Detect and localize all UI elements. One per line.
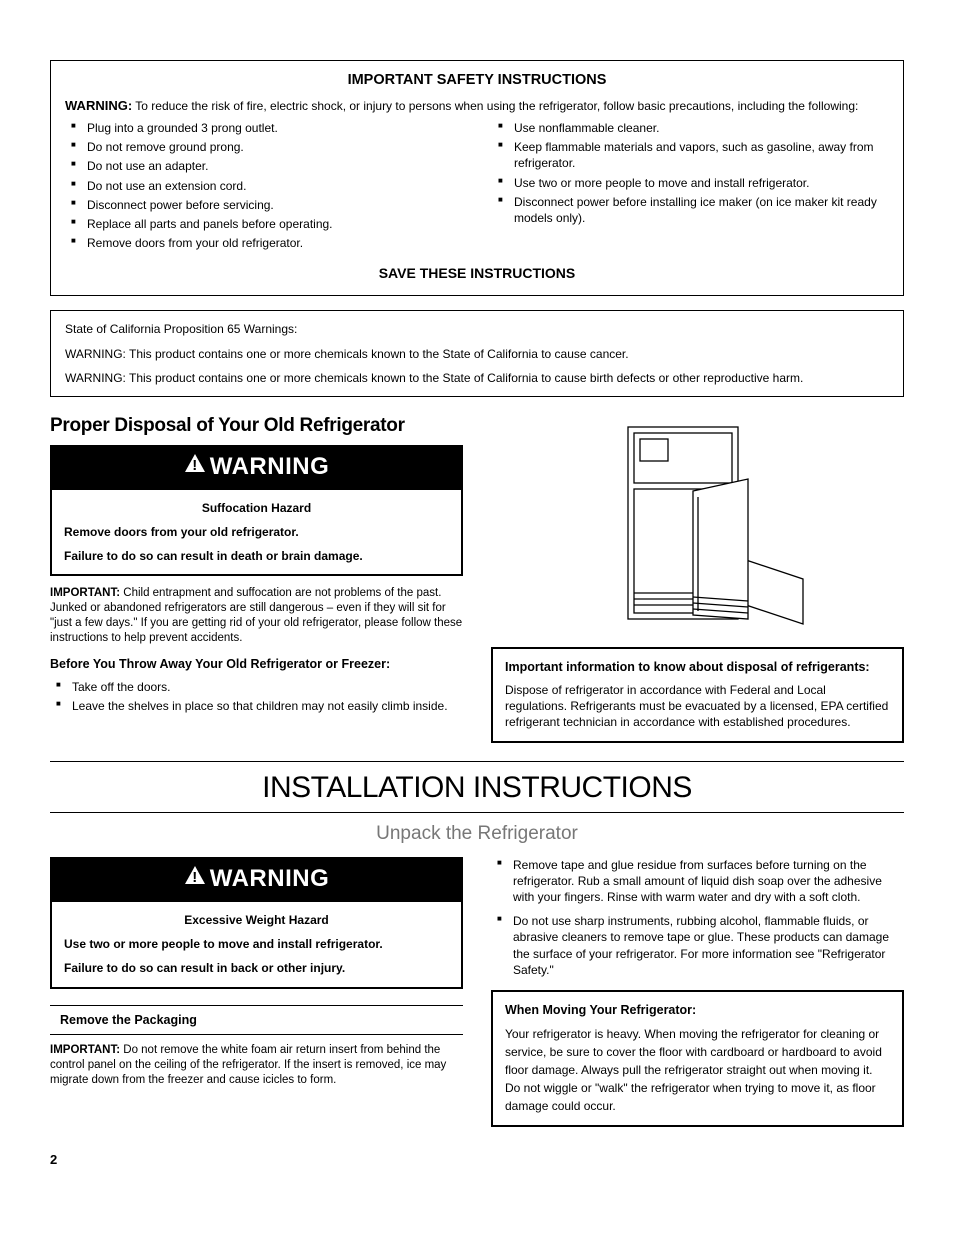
hazard-title: Excessive Weight Hazard [64, 912, 449, 928]
list-item: Leave the shelves in place so that child… [56, 698, 463, 714]
list-item: Keep flammable materials and vapors, suc… [498, 139, 889, 171]
list-item: Disconnect power before servicing. [71, 197, 462, 213]
disposal-important-para: IMPORTANT: Child entrapment and suffocat… [50, 586, 463, 646]
important-label: IMPORTANT: [50, 1044, 120, 1056]
warning-triangle-icon: ! [184, 862, 206, 894]
prop65-line: WARNING: This product contains one or mo… [65, 346, 889, 362]
prop65-box: State of California Proposition 65 Warni… [50, 310, 904, 397]
fridge-illustration [491, 413, 904, 633]
svg-text:!: ! [192, 869, 198, 885]
warning-label: WARNING: [65, 98, 132, 113]
safety-instructions-box: IMPORTANT SAFETY INSTRUCTIONS WARNING: T… [50, 60, 904, 296]
before-throw-list: Take off the doors. Leave the shelves in… [50, 679, 463, 714]
safety-columns: Plug into a grounded 3 prong outlet. Do … [65, 114, 889, 254]
list-item: Remove doors from your old refrigerator. [71, 235, 462, 251]
weight-hazard-box: Excessive Weight Hazard Use two or more … [50, 902, 463, 989]
moving-info-box: When Moving Your Refrigerator: Your refr… [491, 990, 904, 1127]
list-item: Do not use sharp instruments, rubbing al… [497, 913, 904, 978]
install-right-col: Remove tape and glue residue from surfac… [491, 857, 904, 1127]
unpack-subtitle: Unpack the Refrigerator [50, 821, 904, 847]
unpack-right-list: Remove tape and glue residue from surfac… [491, 857, 904, 978]
list-item: Use nonflammable cleaner. [498, 120, 889, 136]
list-item: Take off the doors. [56, 679, 463, 695]
moving-text: Your refrigerator is heavy. When moving … [505, 1025, 890, 1115]
safety-right-list: Use nonflammable cleaner. Keep flammable… [492, 120, 889, 226]
disposal-left-col: Proper Disposal of Your Old Refrigerator… [50, 413, 463, 743]
safety-title: IMPORTANT SAFETY INSTRUCTIONS [65, 71, 889, 91]
suffocation-hazard-box: Suffocation Hazard Remove doors from you… [50, 490, 463, 577]
prop65-line: State of California Proposition 65 Warni… [65, 321, 889, 337]
section-rule-bottom [50, 812, 904, 813]
remove-packaging-title: Remove the Packaging [50, 1012, 463, 1029]
warning-word: WARNING [210, 865, 330, 892]
warning-triangle-icon: ! [184, 450, 206, 482]
warning-banner: ! WARNING [50, 445, 463, 490]
before-throw-heading: Before You Throw Away Your Old Refrigera… [50, 656, 463, 673]
important-label: IMPORTANT: [50, 587, 120, 599]
disposal-columns: Proper Disposal of Your Old Refrigerator… [50, 413, 904, 743]
installation-title: INSTALLATION INSTRUCTIONS [50, 768, 904, 809]
list-item: Do not use an adapter. [71, 158, 462, 174]
warning-word: WARNING [210, 453, 330, 480]
list-item: Remove tape and glue residue from surfac… [497, 857, 904, 906]
install-important-para: IMPORTANT: Do not remove the white foam … [50, 1043, 463, 1088]
svg-text:!: ! [192, 457, 198, 473]
info-box-title: Important information to know about disp… [505, 659, 890, 676]
refrigerant-info-box: Important information to know about disp… [491, 647, 904, 742]
list-item: Use two or more people to move and insta… [498, 175, 889, 191]
safety-left-list: Plug into a grounded 3 prong outlet. Do … [65, 120, 462, 251]
warning-banner: ! WARNING [50, 857, 463, 902]
list-item: Plug into a grounded 3 prong outlet. [71, 120, 462, 136]
hazard-line: Remove doors from your old refrigerator. [64, 524, 449, 540]
remove-packaging-header: Remove the Packaging [50, 1005, 463, 1036]
page-number: 2 [50, 1151, 904, 1169]
info-box-text: Dispose of refrigerator in accordance wi… [505, 682, 890, 731]
hazard-line: Failure to do so can result in back or o… [64, 960, 449, 976]
warning-text: To reduce the risk of fire, electric sho… [135, 99, 858, 113]
list-item: Do not remove ground prong. [71, 139, 462, 155]
section-rule-top [50, 761, 904, 762]
disposal-heading: Proper Disposal of Your Old Refrigerator [50, 413, 463, 439]
hazard-line: Failure to do so can result in death or … [64, 548, 449, 564]
install-columns: ! WARNING Excessive Weight Hazard Use tw… [50, 857, 904, 1127]
prop65-line: WARNING: This product contains one or mo… [65, 370, 889, 386]
install-left-col: ! WARNING Excessive Weight Hazard Use tw… [50, 857, 463, 1127]
disposal-right-col: Important information to know about disp… [491, 413, 904, 743]
list-item: Replace all parts and panels before oper… [71, 216, 462, 232]
save-instructions: SAVE THESE INSTRUCTIONS [65, 264, 889, 283]
safety-warning-para: WARNING: To reduce the risk of fire, ele… [65, 97, 889, 115]
hazard-title: Suffocation Hazard [64, 500, 449, 516]
list-item: Do not use an extension cord. [71, 178, 462, 194]
moving-title: When Moving Your Refrigerator: [505, 1002, 890, 1019]
list-item: Disconnect power before installing ice m… [498, 194, 889, 226]
hazard-line: Use two or more people to move and insta… [64, 936, 449, 952]
